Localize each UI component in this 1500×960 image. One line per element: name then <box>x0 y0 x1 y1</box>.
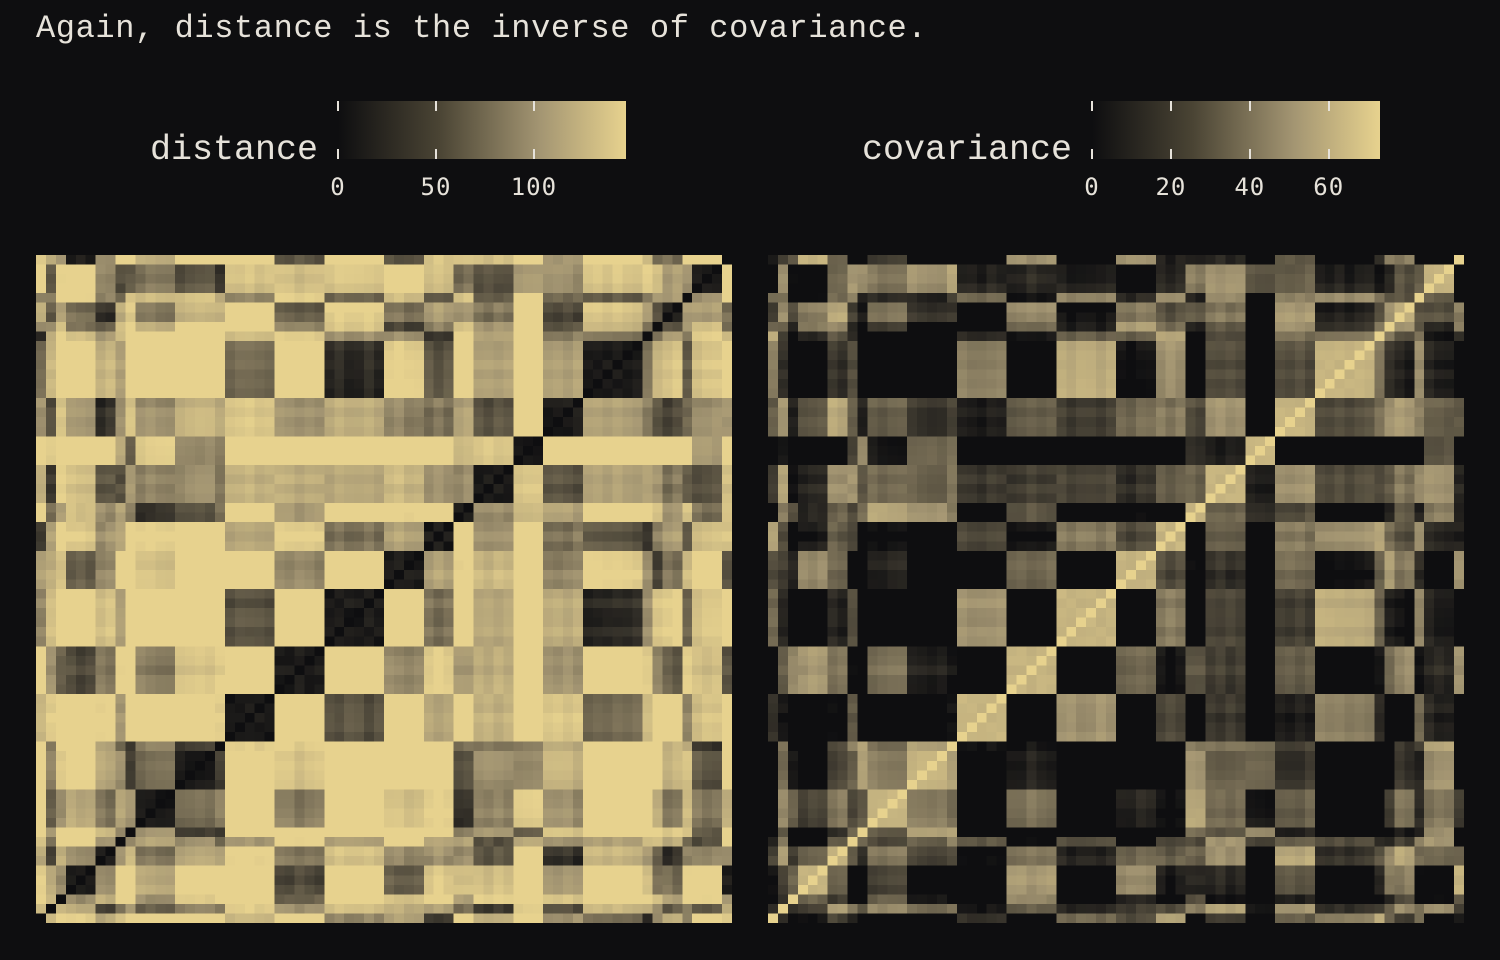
covariance-colorbar-axis: 0 20 40 60 <box>1084 101 1380 201</box>
distance-colorbar-axis: 0 50 100 <box>330 101 626 201</box>
distance-colorbar-tick-mark <box>337 149 339 159</box>
distance-colorbar-tick-label: 0 <box>330 173 346 201</box>
distance-colorbar-tick-mark <box>337 101 339 111</box>
covariance-colorbar-tick-mark <box>1327 101 1330 111</box>
covariance-colorbar-tick-mark <box>1091 101 1093 111</box>
distance-colorbar-tick-mark <box>532 101 535 111</box>
covariance-colorbar-tick-mark <box>1169 101 1172 111</box>
covariance-colorbar-tick-mark <box>1169 149 1172 159</box>
distance-colorbar <box>338 101 626 159</box>
distance-heatmap <box>36 255 732 923</box>
covariance-colorbar-tick-label: 0 <box>1084 173 1100 201</box>
covariance-colorbar-tick-label: 20 <box>1155 173 1187 201</box>
distance-colorbar-tick-mark <box>434 149 437 159</box>
distance-legend-label: distance <box>149 130 318 170</box>
covariance-colorbar-tick-label: 60 <box>1313 173 1345 201</box>
covariance-colorbar-tick-mark <box>1248 149 1251 159</box>
covariance-colorbar-tick-mark <box>1327 149 1330 159</box>
distance-colorbar-tick-mark <box>434 101 437 111</box>
distance-colorbar-tick-mark <box>532 149 535 159</box>
distance-colorbar-tick-label: 100 <box>510 173 558 201</box>
covariance-colorbar <box>1092 101 1380 159</box>
covariance-heatmap <box>768 255 1464 923</box>
covariance-legend-label: covariance <box>861 130 1072 170</box>
covariance-colorbar-tick-label: 40 <box>1234 173 1266 201</box>
page-title: Again, distance is the inverse of covari… <box>36 10 928 47</box>
covariance-colorbar-tick-mark <box>1248 101 1251 111</box>
distance-colorbar-tick-label: 50 <box>420 173 452 201</box>
covariance-colorbar-tick-mark <box>1091 149 1093 159</box>
